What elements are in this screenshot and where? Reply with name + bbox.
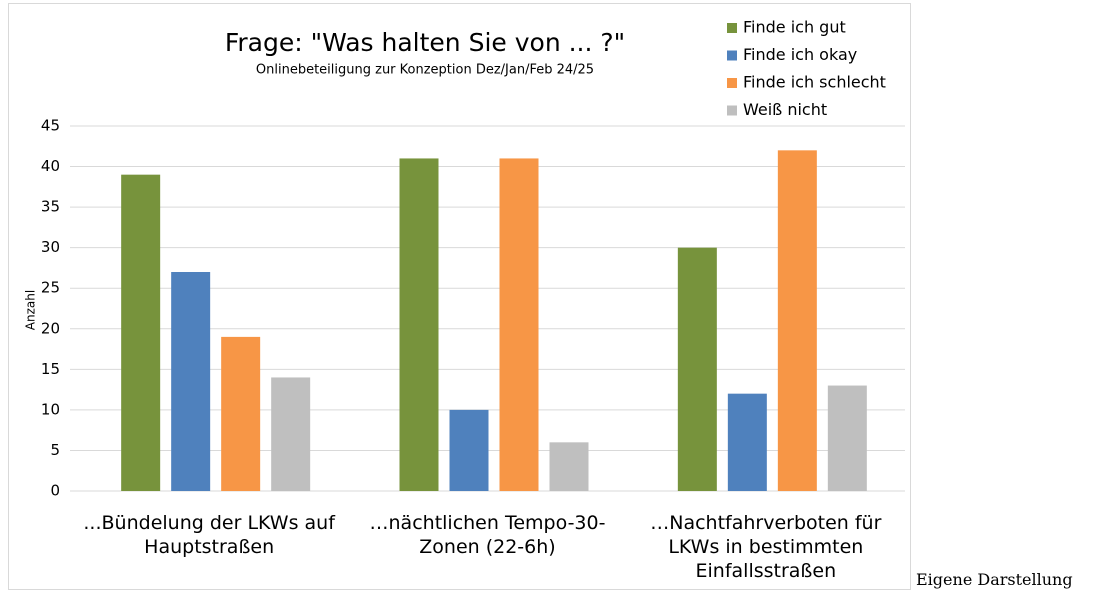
- legend-label: Finde ich okay: [743, 45, 857, 64]
- y-tick-label: 0: [50, 482, 60, 500]
- bar: [827, 385, 867, 491]
- legend-swatch: [727, 78, 737, 88]
- y-tick-label: 5: [50, 441, 60, 459]
- y-tick-label: 25: [41, 279, 60, 297]
- legend-swatch: [727, 23, 737, 33]
- y-tick-label: 45: [41, 117, 60, 135]
- source-note: Eigene Darstellung: [916, 570, 1073, 589]
- legend-label: Finde ich schlecht: [743, 73, 886, 92]
- y-axis-label: Anzahl: [24, 290, 38, 330]
- legend-label: Finde ich gut: [743, 18, 846, 37]
- legend-swatch: [727, 105, 737, 116]
- y-tick-label: 30: [41, 238, 60, 256]
- bar: [449, 409, 489, 491]
- bar: [271, 377, 311, 491]
- bar: [399, 158, 439, 491]
- x-tick-label: ...Bündelung der LKWs auf Hauptstraßen: [83, 512, 335, 558]
- bar: [549, 442, 589, 491]
- bar: [777, 150, 817, 492]
- y-tick-label: 10: [41, 400, 60, 418]
- y-tick-label: 35: [41, 198, 60, 216]
- y-tick-label: 40: [41, 157, 60, 175]
- x-tick-label: …Nachtfahrverboten für LKWs in bestimmte…: [650, 512, 882, 582]
- bar: [171, 272, 211, 491]
- bar: [727, 393, 767, 491]
- bar: [221, 336, 261, 491]
- y-tick-label: 15: [41, 360, 60, 378]
- chart-subtitle: Onlinebeteiligung zur Konzeption Dez/Jan…: [256, 63, 594, 78]
- legend-swatch: [727, 50, 737, 61]
- legend-label: Weiß nicht: [743, 100, 827, 119]
- bar: [121, 174, 161, 491]
- bar: [499, 158, 539, 491]
- chart-title: Frage: "Was halten Sie von ... ?": [225, 28, 625, 57]
- bar: [677, 247, 717, 491]
- y-tick-label: 20: [41, 319, 60, 337]
- x-tick-label: …nächtlichen Tempo-30-Zonen (22-6h): [369, 512, 606, 558]
